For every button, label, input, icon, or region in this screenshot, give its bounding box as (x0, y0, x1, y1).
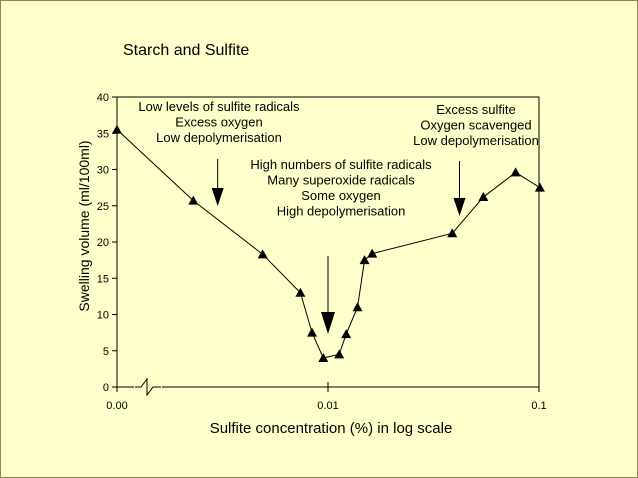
axis-break-icon (134, 375, 162, 399)
annotation-text: Many superoxide radicals (267, 173, 415, 188)
annotation-text: Some oxygen (301, 188, 381, 203)
annotation-text: Excess sulfite (436, 102, 515, 117)
chart-title: Starch and Sulfite (123, 42, 249, 59)
annotation-arrow-head (211, 188, 224, 206)
data-point-marker (447, 228, 458, 238)
y-tick-label: 40 (97, 92, 109, 104)
data-point-marker (112, 124, 122, 134)
y-tick-label: 15 (97, 273, 109, 285)
annotation-text: High numbers of sulfite radicals (250, 157, 432, 172)
data-series (112, 124, 545, 362)
x-axis-label: Sulfite concentration (%) in log scale (210, 420, 453, 437)
data-point-marker (534, 182, 545, 192)
data-point-marker (478, 192, 489, 202)
y-axis-label: Swelling volume (ml/100ml) (76, 140, 92, 311)
y-tick-label: 10 (97, 310, 109, 322)
y-tick-label: 20 (97, 237, 109, 249)
annotation-text: Low depolymerisation (413, 133, 539, 148)
x-tick-label: 0.01 (317, 400, 338, 412)
annotation-text: Oxygen scavenged (420, 118, 531, 133)
data-point-marker (359, 255, 370, 265)
data-point-marker (188, 195, 199, 205)
data-point-marker (352, 302, 363, 312)
annotation-text: Low depolymerisation (156, 130, 282, 145)
data-point-marker (307, 327, 318, 337)
x-tick-label: 0.1 (531, 400, 546, 412)
data-point-marker (295, 287, 306, 297)
data-point-marker (510, 167, 521, 177)
data-point-marker (341, 329, 352, 339)
data-point-marker (257, 249, 268, 259)
annotation-arrow-head (453, 198, 466, 216)
data-point-marker (334, 349, 345, 359)
y-tick-label: 30 (97, 165, 109, 177)
y-tick-label: 0 (103, 382, 109, 394)
annotation-arrow-head (321, 312, 335, 334)
annotation-text: Low levels of sulfite radicals (138, 99, 300, 114)
y-tick-label: 35 (97, 128, 109, 140)
annotation-text: Excess oxygen (175, 115, 262, 130)
y-tick-label: 5 (103, 346, 109, 358)
y-tick-label: 25 (97, 201, 109, 213)
annotation-text: High depolymerisation (277, 204, 406, 219)
axes: 0 5 10 15 20 25 30 35 40 0.00 0.01 0.1 (97, 92, 547, 412)
data-point-marker (318, 353, 329, 362)
data-point-marker (367, 248, 378, 258)
x-tick-label: 0.00 (106, 400, 127, 412)
